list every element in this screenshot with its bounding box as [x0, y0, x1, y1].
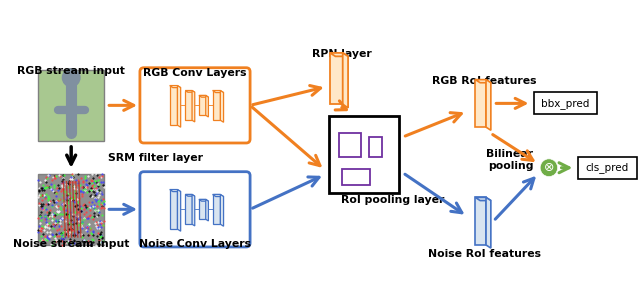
Polygon shape [177, 85, 180, 127]
Bar [342, 169, 369, 185]
Polygon shape [220, 194, 223, 226]
Polygon shape [330, 53, 348, 56]
Polygon shape [476, 198, 491, 201]
Polygon shape [199, 95, 209, 97]
Polygon shape [185, 194, 192, 224]
Text: RGB stream input: RGB stream input [17, 66, 125, 76]
Polygon shape [185, 91, 192, 120]
FancyBboxPatch shape [328, 116, 399, 194]
Polygon shape [170, 190, 180, 192]
Text: Bilinear
pooling: Bilinear pooling [486, 149, 533, 171]
Polygon shape [220, 91, 223, 122]
Polygon shape [212, 194, 223, 197]
Polygon shape [170, 85, 177, 125]
Polygon shape [330, 53, 342, 104]
Polygon shape [205, 200, 209, 221]
Polygon shape [185, 91, 195, 92]
Polygon shape [212, 91, 223, 93]
FancyBboxPatch shape [578, 157, 637, 179]
Text: bbx_pred: bbx_pred [541, 98, 589, 109]
Text: Noise stream input: Noise stream input [13, 239, 129, 249]
Bar [369, 137, 382, 157]
Polygon shape [212, 91, 220, 120]
Polygon shape [199, 200, 209, 201]
Text: ⊗: ⊗ [543, 161, 554, 174]
Polygon shape [170, 85, 180, 88]
Circle shape [63, 69, 80, 87]
Text: Noise RoI features: Noise RoI features [428, 249, 541, 259]
Polygon shape [486, 198, 491, 248]
Text: RoI pooling layer: RoI pooling layer [341, 196, 445, 205]
FancyBboxPatch shape [140, 68, 250, 143]
Text: cls_pred: cls_pred [586, 162, 629, 173]
FancyBboxPatch shape [534, 93, 596, 114]
Polygon shape [476, 80, 486, 127]
Polygon shape [170, 190, 177, 229]
Polygon shape [177, 190, 180, 231]
FancyBboxPatch shape [38, 70, 104, 141]
Circle shape [540, 159, 557, 177]
Polygon shape [205, 95, 209, 117]
Text: RPN layer: RPN layer [312, 49, 372, 59]
Polygon shape [476, 80, 491, 83]
Polygon shape [342, 53, 348, 108]
FancyBboxPatch shape [38, 174, 104, 245]
Polygon shape [199, 200, 205, 219]
FancyBboxPatch shape [140, 172, 250, 247]
Polygon shape [199, 95, 205, 115]
Bar [339, 133, 361, 157]
Polygon shape [185, 194, 195, 196]
Text: RGB Conv Layers: RGB Conv Layers [143, 68, 247, 78]
Text: RGB RoI features: RGB RoI features [432, 76, 537, 86]
Polygon shape [486, 80, 491, 130]
Polygon shape [192, 91, 195, 122]
Polygon shape [192, 194, 195, 226]
Text: SRM filter layer: SRM filter layer [108, 153, 204, 163]
Text: Noise Conv Layers: Noise Conv Layers [139, 239, 251, 249]
Polygon shape [476, 198, 486, 245]
Polygon shape [212, 194, 220, 224]
